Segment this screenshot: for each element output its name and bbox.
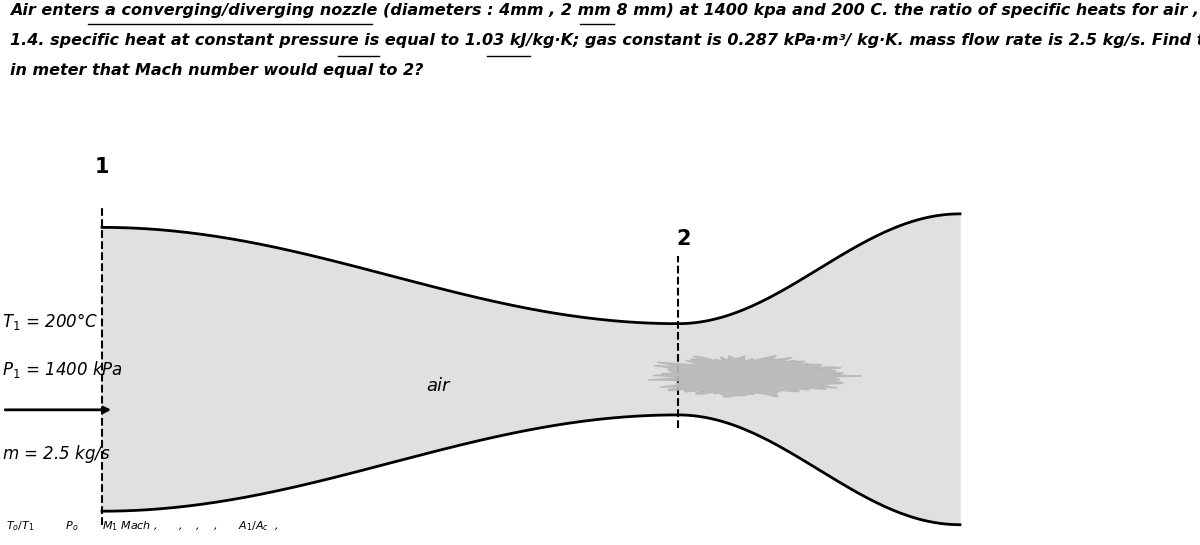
Text: air: air [426, 377, 450, 395]
Text: Air enters a converging/diverging nozzle (diameters : 4mm , 2 mm 8 mm) at 1400 k: Air enters a converging/diverging nozzle… [10, 3, 1200, 18]
Text: 1.4. specific heat at constant pressure is equal to 1.03 kJ/kg·K; gas constant i: 1.4. specific heat at constant pressure … [10, 33, 1200, 48]
Text: $m$ = 2.5 kg/s: $m$ = 2.5 kg/s [2, 443, 110, 465]
Text: $P_1$ = 1400 kPa: $P_1$ = 1400 kPa [2, 359, 124, 380]
Text: in meter that Mach number would equal to 2?: in meter that Mach number would equal to… [10, 63, 422, 78]
Text: 1: 1 [95, 157, 109, 177]
Polygon shape [102, 214, 960, 525]
Text: $T_o/T_1$         $P_o$       $M_1$ Mach ,      ,    ,    ,      $A_1/A_c$  ,: $T_o/T_1$ $P_o$ $M_1$ Mach , , , , $A_1/… [6, 519, 278, 533]
Polygon shape [648, 355, 860, 397]
Text: $T_1$ = 200°C: $T_1$ = 200°C [2, 312, 98, 332]
Text: 2: 2 [677, 229, 691, 250]
